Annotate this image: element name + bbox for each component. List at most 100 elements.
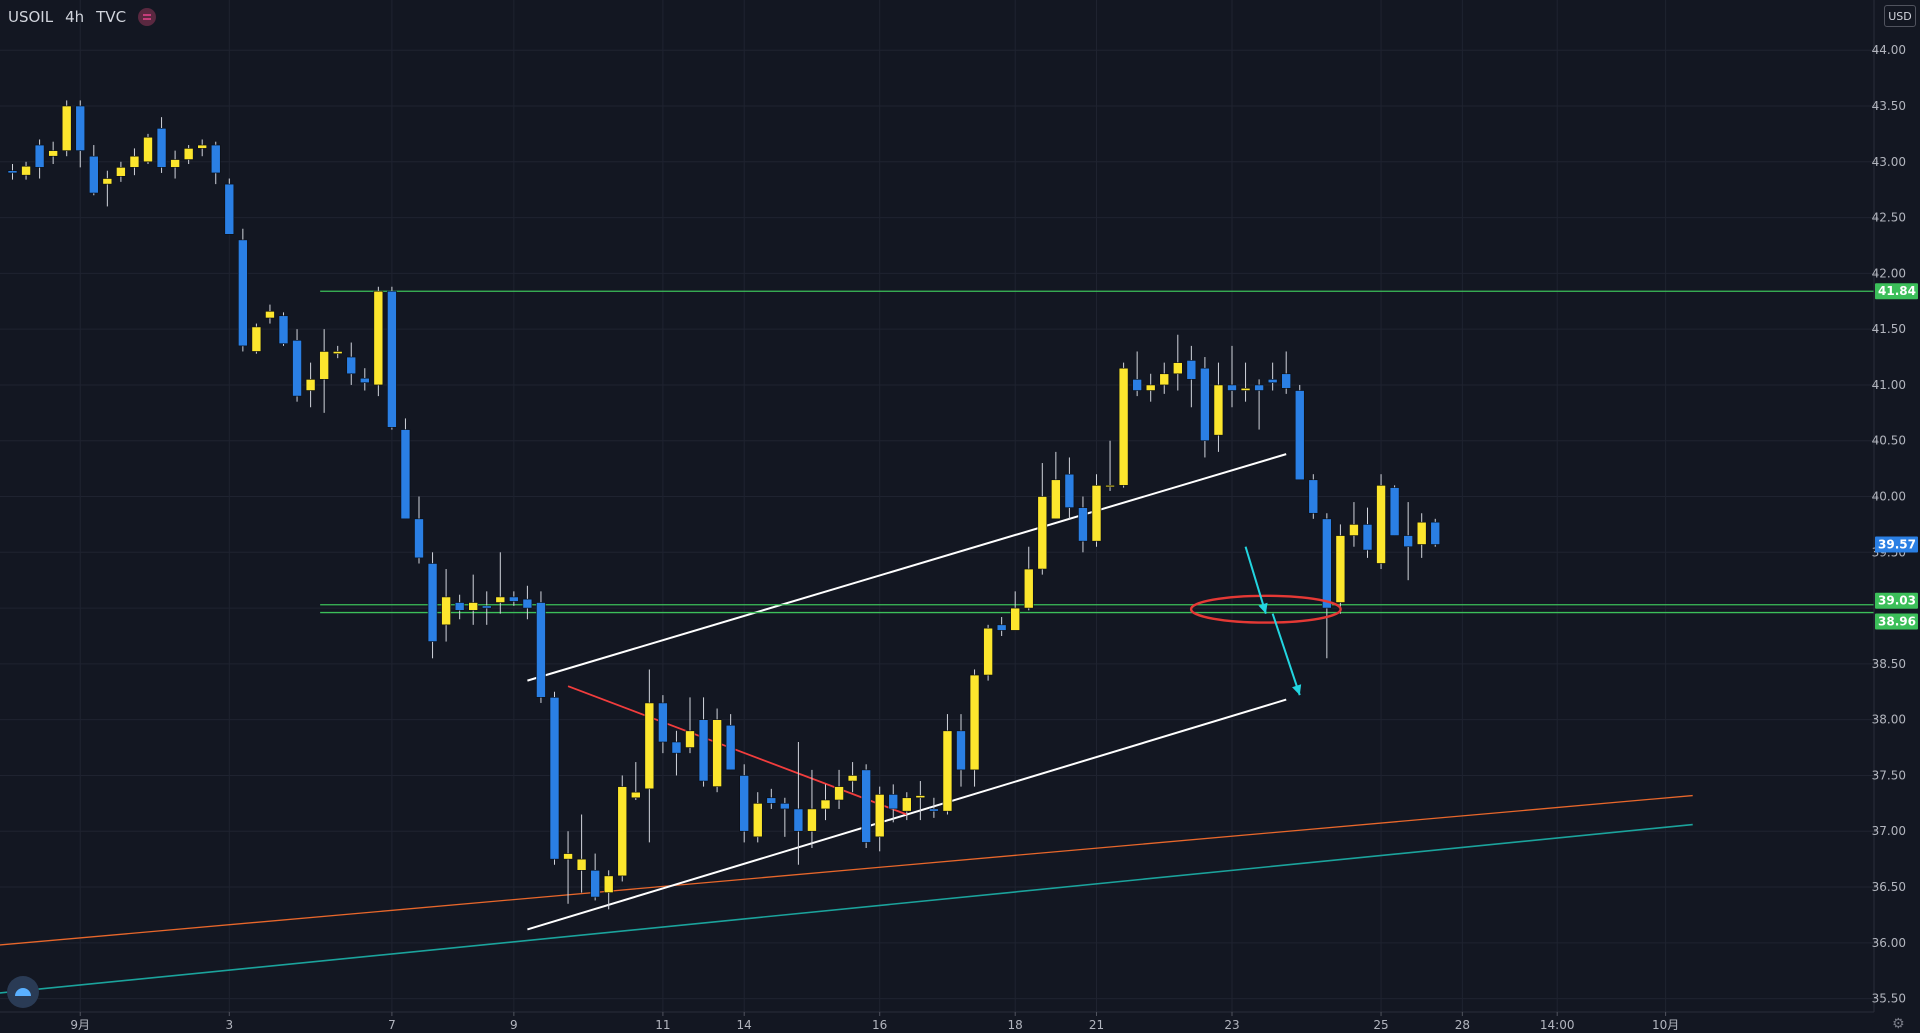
price-label-box	[1875, 536, 1918, 553]
candlestick-series	[7, 100, 1441, 910]
candle-body	[319, 351, 329, 380]
candle-body	[780, 803, 790, 810]
target-ellipse	[1189, 594, 1342, 624]
candle-body	[156, 128, 167, 168]
time-tick-label: 28	[1455, 1018, 1470, 1032]
price-tick-label: 38.50	[1872, 657, 1906, 671]
candle-body	[332, 351, 343, 354]
candle-body	[183, 148, 194, 160]
candle-body	[468, 602, 479, 611]
price-tick-label: 37.00	[1872, 824, 1906, 838]
candle-body	[21, 165, 31, 176]
currency-button[interactable]: USD	[1884, 5, 1916, 27]
candle-body	[576, 858, 587, 871]
candle-body	[1132, 379, 1142, 391]
candle-body	[712, 719, 722, 787]
candle-body	[969, 674, 980, 771]
candle-body	[1308, 479, 1319, 514]
candle-body	[1403, 535, 1413, 548]
candle-body	[346, 356, 357, 375]
candle-body	[847, 775, 858, 782]
down-arrow-1	[1244, 546, 1267, 614]
price-tick-label: 38.00	[1872, 713, 1906, 727]
candle-body	[116, 167, 126, 177]
candle-body	[89, 155, 99, 194]
candle-body	[522, 598, 533, 609]
candle-body	[1281, 373, 1291, 389]
candle-body	[617, 786, 628, 877]
candle-body	[1213, 384, 1224, 436]
price-label-text: 41.84	[1878, 284, 1916, 298]
symbol-name[interactable]: USOIL	[8, 8, 54, 26]
time-tick-label: 14	[737, 1018, 752, 1032]
candle-body	[834, 786, 844, 801]
candle-body	[1389, 487, 1400, 536]
time-tick-label: 16	[872, 1018, 887, 1032]
time-axis[interactable]: 9月 3 7 9 11 14 16 18 21 23 25 28 14:00 10月	[0, 1012, 1874, 1033]
candle-body	[644, 702, 655, 790]
candle-body	[359, 377, 370, 384]
time-tick-label: 9月	[70, 1018, 90, 1032]
price-tick-label: 42.50	[1872, 211, 1906, 225]
time-axis-bg	[0, 1013, 1874, 1033]
interval-label[interactable]: 4h	[65, 8, 85, 26]
descending-triangle-line	[567, 685, 908, 816]
candle-body	[509, 596, 519, 602]
candle-body	[1186, 360, 1197, 380]
price-label-box	[1875, 592, 1918, 609]
candle-body	[75, 105, 86, 151]
candle-body	[251, 326, 262, 352]
candle-body	[1416, 521, 1427, 545]
price-labels: 41.84 39.03 38.96 39.57	[1875, 283, 1918, 630]
candle-body	[1064, 473, 1075, 508]
down-arrow-2-head	[1292, 684, 1302, 696]
candle-body	[1240, 387, 1251, 391]
candle-body	[807, 808, 817, 832]
candle-body	[1267, 379, 1278, 384]
candle-body	[942, 730, 953, 812]
candle-body	[549, 697, 560, 860]
candle-body	[278, 315, 289, 344]
tradingview-logo-icon[interactable]	[7, 976, 39, 1008]
symbol-legend[interactable]: USOIL 4h TVC	[8, 6, 157, 28]
candle-body	[1294, 390, 1305, 481]
candle-body	[1091, 485, 1102, 542]
candle-body	[1200, 367, 1210, 442]
candle-body	[427, 563, 438, 642]
candle-body	[685, 730, 695, 748]
channel-upper-line	[527, 453, 1287, 682]
price-axis[interactable]: 44.00 43.50 43.00 42.50 42.00 41.50 41.00 40.50…	[1872, 0, 1920, 1033]
price-tick-label: 41.00	[1872, 378, 1906, 392]
candle-body	[1023, 568, 1034, 609]
candle-body	[224, 183, 235, 235]
time-tick-label: 21	[1089, 1018, 1104, 1032]
price-tick-label: 40.50	[1872, 434, 1906, 448]
candle-body	[210, 144, 221, 174]
candle-body	[1078, 507, 1088, 542]
hamburger-icon[interactable]	[138, 8, 157, 26]
price-tick-label: 44.00	[1872, 43, 1906, 57]
candle-body	[929, 808, 939, 812]
candle-body	[1051, 479, 1061, 520]
candle-body	[387, 290, 397, 428]
candle-body	[1362, 524, 1373, 551]
candle-body	[874, 794, 885, 838]
chart-drawings	[0, 453, 1693, 994]
orange-trendline	[0, 794, 1693, 946]
candle-body	[996, 624, 1007, 631]
time-tick-label: 3	[225, 1018, 233, 1032]
candle-body	[630, 791, 641, 799]
chart-grid	[0, 0, 1874, 1012]
candle-body	[265, 310, 275, 319]
time-tick-label: 10月	[1652, 1018, 1679, 1032]
price-axis-bg	[1875, 0, 1920, 1033]
time-tick-label: 9	[510, 1018, 518, 1032]
candle-body	[292, 340, 302, 397]
candle-body	[1254, 384, 1264, 391]
candle-body	[1010, 607, 1021, 631]
gear-icon[interactable]: ⚙	[1892, 1016, 1905, 1032]
candle-body	[861, 769, 871, 843]
price-label-text: 38.96	[1878, 615, 1916, 629]
candle-body	[1105, 485, 1115, 488]
